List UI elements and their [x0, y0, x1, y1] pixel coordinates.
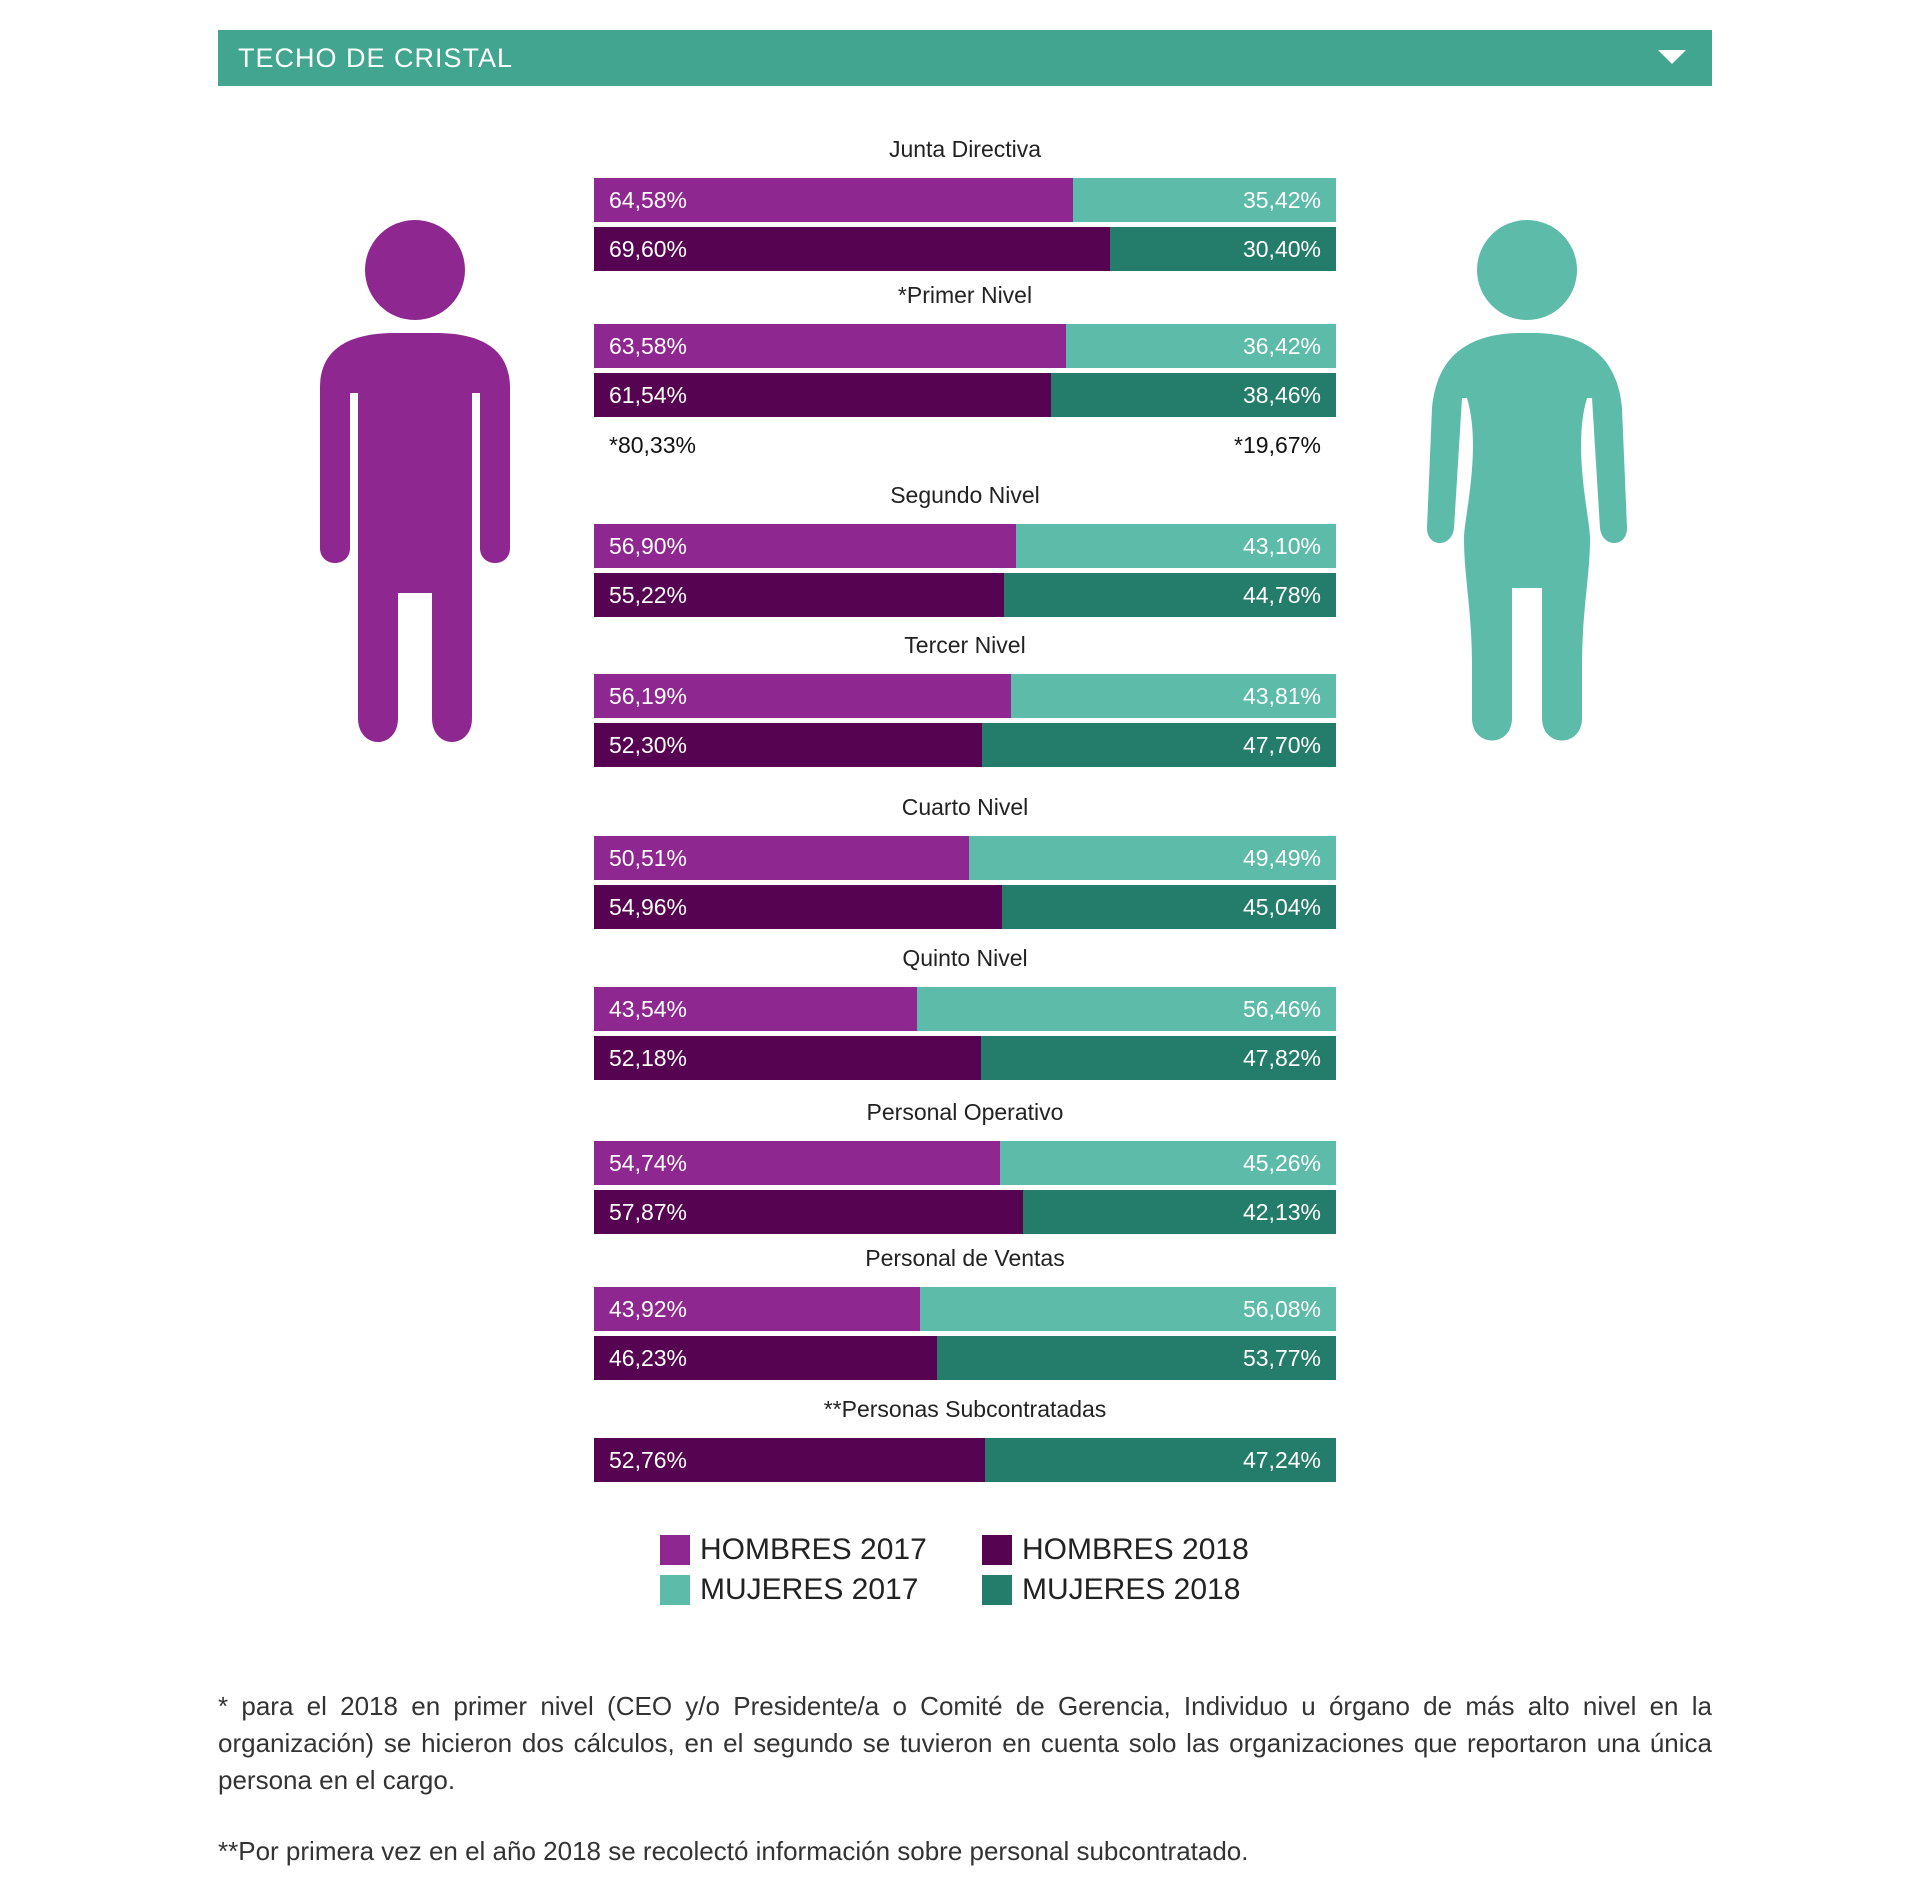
bar-segment-mujeres-2017: 36,42% — [1065, 324, 1336, 368]
bar-segment-mujeres-2018: 47,24% — [985, 1438, 1336, 1482]
bar-2017: 50,51% 49,49% — [594, 836, 1336, 880]
bar-2018: 52,76% 47,24% — [594, 1438, 1336, 1482]
bar-2018: 52,18% 47,82% — [594, 1036, 1336, 1080]
bar-segment-mujeres-2018: 42,13% — [1023, 1190, 1336, 1234]
bar-segment-hombres-2017: 43,54% — [594, 987, 918, 1031]
bar-2017: 43,54% 56,46% — [594, 987, 1336, 1031]
legend-label: MUJERES 2017 — [700, 1573, 919, 1606]
bar-segment-hombres-2017: 64,58% — [594, 178, 1074, 222]
bar-segment-hombres-2017: 63,58% — [594, 324, 1066, 368]
bar-2018: 54,96% 45,04% — [594, 885, 1336, 929]
note-mujeres-value: *19,67% — [1234, 432, 1321, 458]
bar-2018: 69,60% 30,40% — [594, 227, 1336, 271]
group-title: Quinto Nivel — [902, 945, 1028, 971]
legend-item-mujeres-2017: MUJERES 2017 — [660, 1573, 918, 1607]
legend-item-hombres-2018: HOMBRES 2018 — [982, 1533, 1249, 1567]
legend-label: HOMBRES 2017 — [700, 1533, 927, 1566]
group-title: **Personas Subcontratadas — [823, 1396, 1107, 1422]
bar-2018: 52,30% 47,70% — [594, 723, 1336, 767]
bar-2017: 64,58% 35,42% — [594, 178, 1336, 222]
bar-segment-mujeres-2018: 47,82% — [981, 1036, 1336, 1080]
group-title: Cuarto Nivel — [901, 794, 1029, 820]
bar-2017: 63,58% 36,42% — [594, 324, 1336, 368]
legend-label: MUJERES 2018 — [1022, 1573, 1241, 1606]
legend: HOMBRES 2017 HOMBRES 2018 MUJERES 2017 M… — [660, 1533, 1300, 1613]
bar-segment-mujeres-2017: 56,46% — [917, 987, 1336, 1031]
bar-2018: 46,23% 53,77% — [594, 1336, 1336, 1380]
legend-swatch-hombres-2018 — [982, 1535, 1012, 1565]
bar-segment-hombres-2017: 56,19% — [594, 674, 1011, 718]
bar-2017: 56,90% 43,10% — [594, 524, 1336, 568]
note-hombres-value: *80,33% — [609, 432, 696, 458]
bar-segment-hombres-2017: 56,90% — [594, 524, 1017, 568]
bar-segment-hombres-2018: 52,30% — [594, 723, 983, 767]
group-title: Junta Directiva — [888, 136, 1042, 162]
bar-segment-hombres-2018: 55,22% — [594, 573, 1004, 617]
footnote-subcontratados: **Por primera vez en el año 2018 se reco… — [218, 1836, 1249, 1866]
section-header[interactable]: TECHO DE CRISTAL — [218, 30, 1712, 86]
bar-2017: 54,74% 45,26% — [594, 1141, 1336, 1185]
footnotes: * para el 2018 en primer nivel (CEO y/o … — [218, 1688, 1712, 1870]
bar-segment-mujeres-2017: 43,81% — [1010, 674, 1336, 718]
bar-2018: 61,54% 38,46% — [594, 373, 1336, 417]
man-figure-icon — [320, 220, 510, 742]
legend-item-hombres-2017: HOMBRES 2017 — [660, 1533, 927, 1567]
legend-swatch-mujeres-2017 — [660, 1575, 690, 1605]
bar-2017: 43,92% 56,08% — [594, 1287, 1336, 1331]
bar-segment-hombres-2018: 54,96% — [594, 885, 1002, 929]
bar-segment-hombres-2018: 69,60% — [594, 227, 1111, 271]
bar-segment-mujeres-2017: 49,49% — [968, 836, 1336, 880]
woman-figure-icon — [1427, 220, 1627, 741]
group-title: Personal de Ventas — [865, 1245, 1065, 1271]
bar-segment-hombres-2018: 52,76% — [594, 1438, 986, 1482]
bar-segment-mujeres-2018: 47,70% — [982, 723, 1336, 767]
bar-2018: 57,87% 42,13% — [594, 1190, 1336, 1234]
bar-segment-mujeres-2018: 38,46% — [1050, 373, 1336, 417]
group-title: *Primer Nivel — [897, 282, 1033, 308]
bar-segment-mujeres-2018: 45,04% — [1001, 885, 1336, 929]
section-title: TECHO DE CRISTAL — [238, 42, 514, 73]
group-title: Segundo Nivel — [890, 482, 1040, 508]
bar-segment-mujeres-2017: 35,42% — [1073, 178, 1336, 222]
bar-segment-mujeres-2017: 56,08% — [919, 1287, 1336, 1331]
bar-segment-mujeres-2017: 43,10% — [1016, 524, 1336, 568]
bar-segment-mujeres-2018: 53,77% — [937, 1336, 1336, 1380]
bar-segment-mujeres-2018: 44,78% — [1003, 573, 1336, 617]
legend-swatch-hombres-2017 — [660, 1535, 690, 1565]
legend-label: HOMBRES 2018 — [1022, 1533, 1249, 1566]
bar-segment-hombres-2018: 46,23% — [594, 1336, 938, 1380]
bar-segment-hombres-2017: 54,74% — [594, 1141, 1001, 1185]
bar-segment-mujeres-2017: 45,26% — [1000, 1141, 1336, 1185]
bar-segment-mujeres-2018: 30,40% — [1110, 227, 1336, 271]
group-title: Personal Operativo — [866, 1099, 1064, 1125]
footnote-primer-nivel: * para el 2018 en primer nivel (CEO y/o … — [218, 1691, 1712, 1795]
bar-2018: 55,22% 44,78% — [594, 573, 1336, 617]
bar-segment-hombres-2018: 57,87% — [594, 1190, 1024, 1234]
legend-item-mujeres-2018: MUJERES 2018 — [982, 1573, 1240, 1607]
bar-segment-hombres-2017: 43,92% — [594, 1287, 920, 1331]
bar-segment-hombres-2018: 52,18% — [594, 1036, 982, 1080]
bar-2017: 56,19% 43,81% — [594, 674, 1336, 718]
legend-swatch-mujeres-2018 — [982, 1575, 1012, 1605]
bar-segment-hombres-2017: 50,51% — [594, 836, 969, 880]
triangle-down-icon[interactable] — [1658, 50, 1686, 64]
bar-segment-hombres-2018: 61,54% — [594, 373, 1051, 417]
group-title: Tercer Nivel — [904, 632, 1026, 658]
